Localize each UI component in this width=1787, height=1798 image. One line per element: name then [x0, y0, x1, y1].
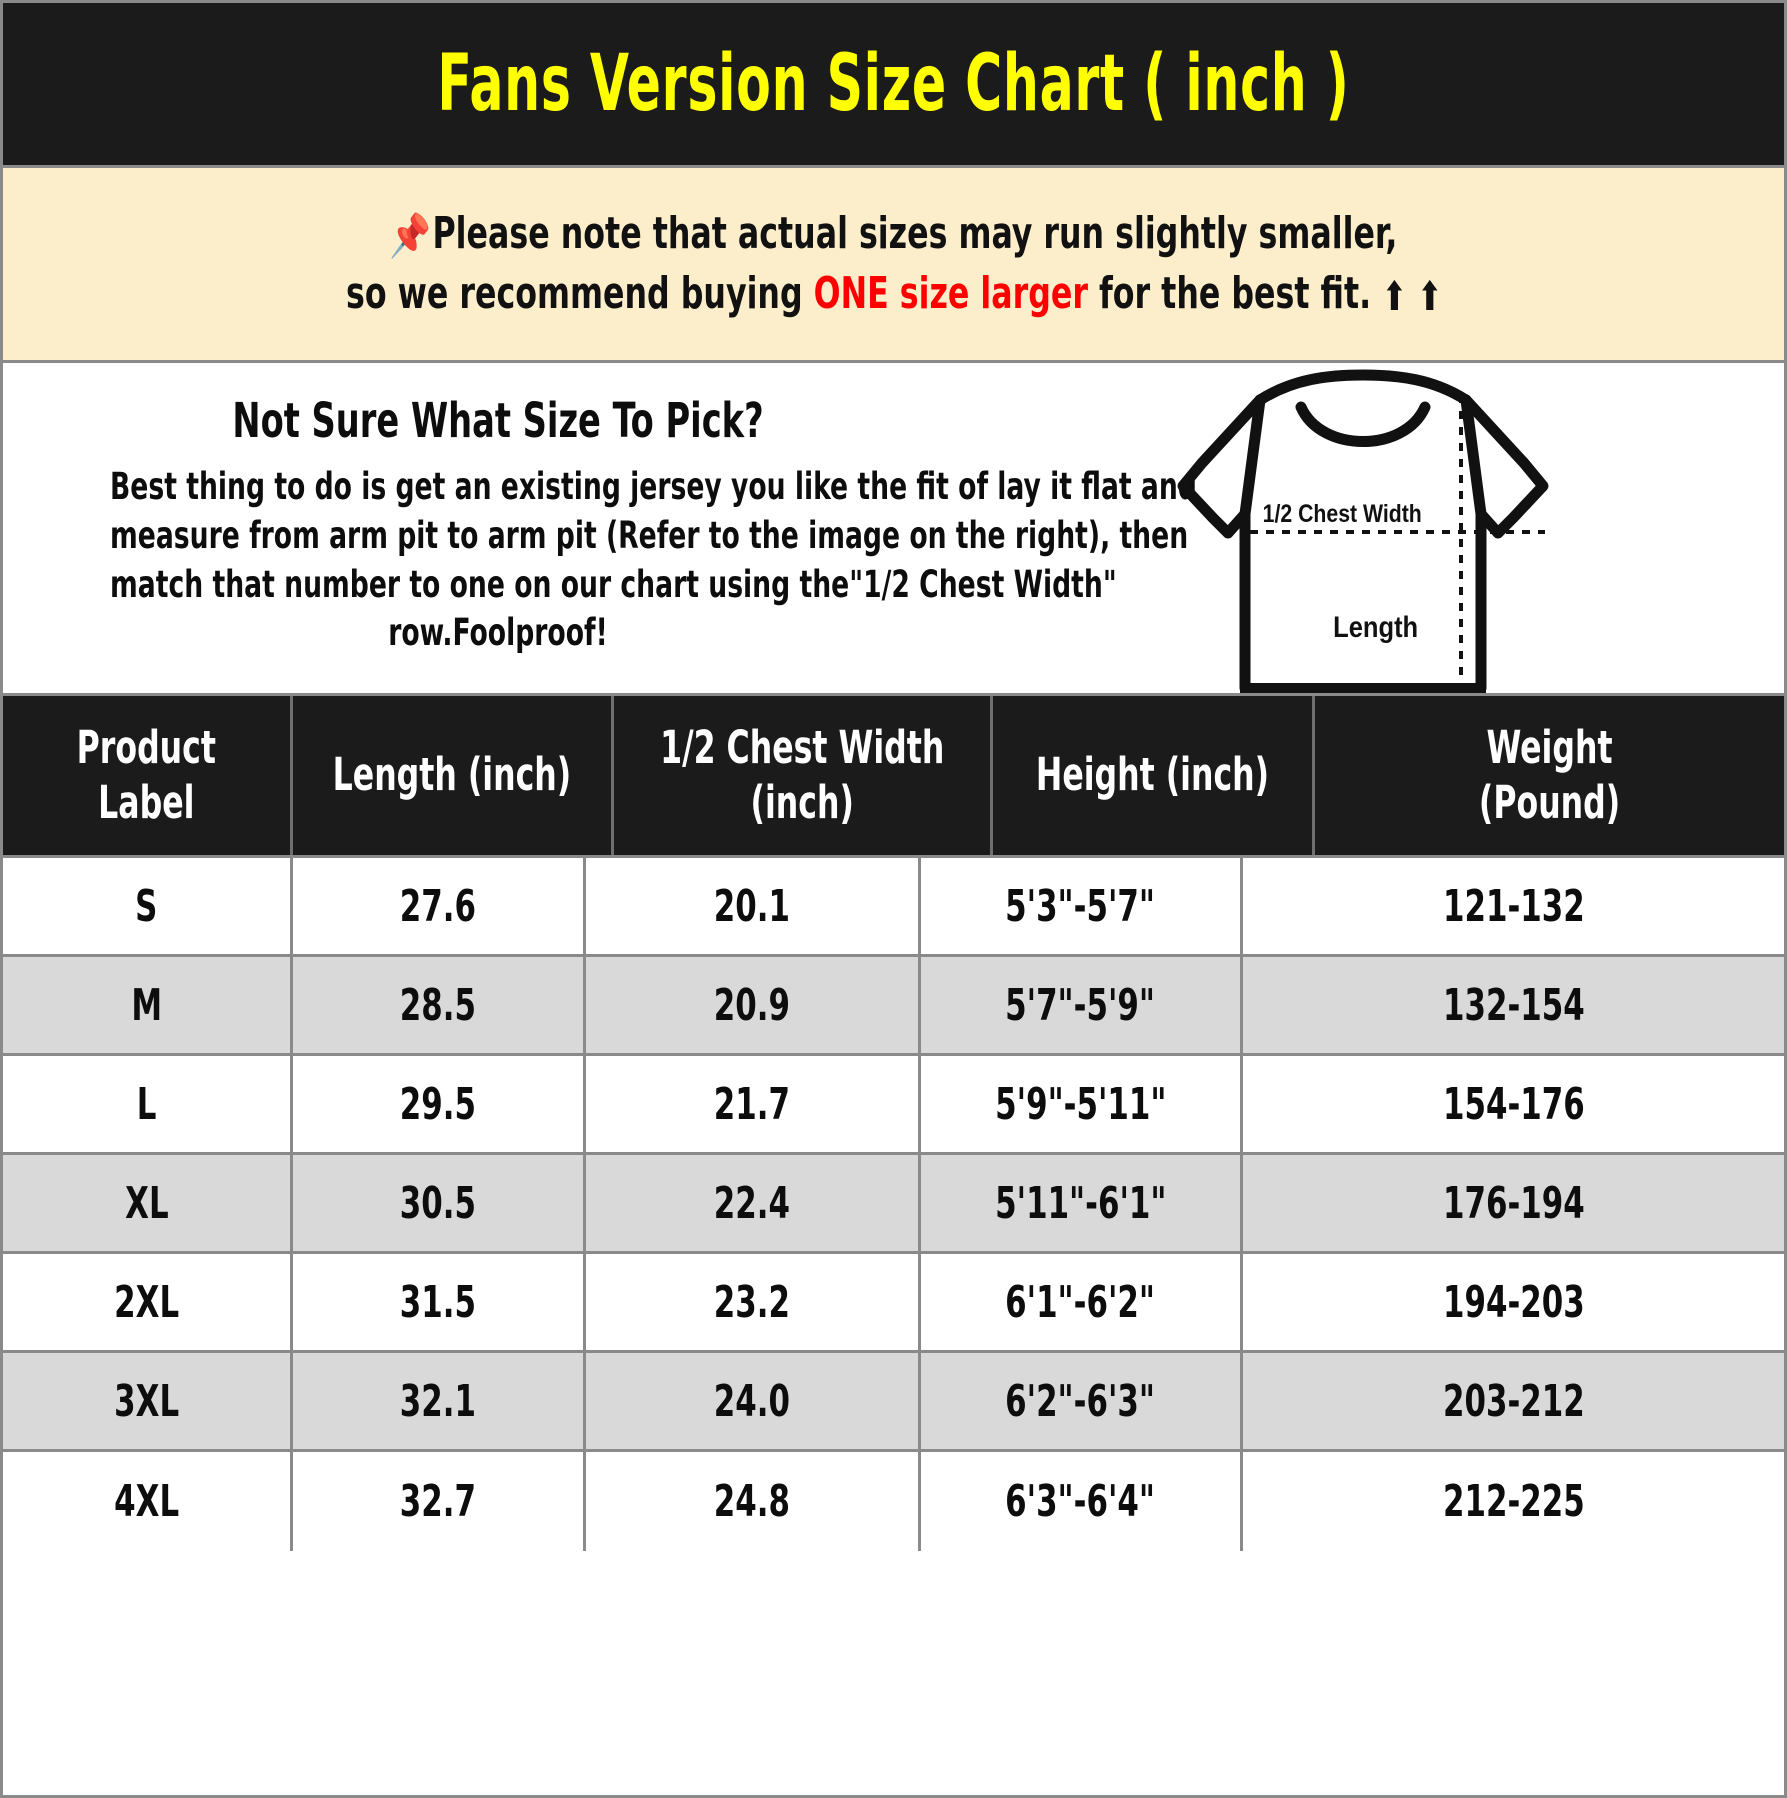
cell-weight: 132-154	[1442, 979, 1585, 1031]
advice-line-1: Best thing to do is get an existing jers…	[110, 465, 1197, 508]
cell-length: 29.5	[293, 1056, 586, 1152]
pushpin-icon: 📌	[389, 210, 432, 260]
cell-weight: 121-132	[1442, 880, 1585, 932]
table-row: 2XL 31.5 23.2 6'1"-6'2" 194-203	[3, 1254, 1784, 1353]
cell-chest: 24.0	[586, 1353, 921, 1449]
cell-height: 5'7"-5'9"	[921, 957, 1243, 1053]
advice-text-block: Not Sure What Size To Pick? Best thing t…	[3, 363, 1197, 658]
cell-weight: 154-176	[1442, 1078, 1585, 1130]
cell-length: 30.5	[293, 1155, 586, 1251]
cell-size: M	[3, 957, 293, 1053]
size-notice-banner: 📌Please note that actual sizes may run s…	[3, 165, 1784, 363]
notice-line-1: 📌Please note that actual sizes may run s…	[389, 204, 1397, 265]
header-cell-weight: Weight (Pound)	[1315, 696, 1784, 855]
header-text: (inch)	[750, 775, 854, 829]
tshirt-measurement-diagram: 1/2 Chest Width Length	[1153, 367, 1573, 693]
chest-width-label: 1/2 Chest Width	[1263, 499, 1422, 527]
advice-heading: Not Sure What Size To Pick?	[232, 393, 764, 449]
cell-weight: 176-194	[1442, 1177, 1585, 1229]
cell-chest: 20.9	[586, 957, 921, 1053]
header-text: Product	[76, 720, 217, 774]
table-row: XL 30.5 22.4 5'11"-6'1" 176-194	[3, 1155, 1784, 1254]
advice-line-2: measure from arm pit to arm pit (Refer t…	[110, 513, 1189, 557]
header-cell-height: Height (inch)	[993, 696, 1316, 855]
table-row: M 28.5 20.9 5'7"-5'9" 132-154	[3, 957, 1784, 1056]
measuring-advice-section: Not Sure What Size To Pick? Best thing t…	[3, 363, 1784, 696]
cell-height: 6'1"-6'2"	[921, 1254, 1243, 1350]
notice-line-2-suffix: for the best fit.	[1087, 268, 1371, 320]
notice-emphasis: ONE size larger	[813, 268, 1088, 320]
cell-weight: 212-225	[1442, 1476, 1585, 1527]
header-text: (Pound)	[1479, 775, 1621, 829]
cell-chest: 24.8	[586, 1452, 921, 1551]
cell-height: 6'2"-6'3"	[921, 1353, 1243, 1449]
chart-title-bar: Fans Version Size Chart ( inch )	[3, 3, 1784, 165]
cell-size: 2XL	[3, 1254, 293, 1350]
notice-line-1-text: Please note that actual sizes may run sl…	[432, 207, 1398, 259]
table-header-row: Product Label Length (inch) 1/2 Chest Wi…	[3, 696, 1784, 858]
cell-length: 32.1	[293, 1353, 586, 1449]
arrow-up-icon-2: ⬆	[1417, 274, 1442, 321]
advice-body: Best thing to do is get an existing jers…	[110, 463, 1197, 658]
cell-length: 31.5	[293, 1254, 586, 1350]
cell-chest: 23.2	[586, 1254, 921, 1350]
cell-weight: 194-203	[1442, 1276, 1585, 1328]
arrow-up-icon-1: ⬆	[1381, 274, 1407, 321]
length-label: Length	[1333, 610, 1418, 643]
header-text: 1/2 Chest Width	[659, 720, 945, 774]
notice-line-2-prefix: so we recommend buying	[345, 268, 814, 320]
header-text: Label	[98, 775, 195, 829]
cell-height: 5'9"-5'11"	[921, 1056, 1243, 1152]
cell-chest: 22.4	[586, 1155, 921, 1251]
header-cell-length: Length (inch)	[293, 696, 614, 855]
cell-size: S	[3, 858, 293, 954]
size-table: Product Label Length (inch) 1/2 Chest Wi…	[3, 696, 1784, 1795]
advice-line-3: match that number to one on our chart us…	[110, 562, 1117, 606]
header-cell-chest-width: 1/2 Chest Width (inch)	[614, 696, 994, 855]
table-row: 4XL 32.7 24.8 6'3"-6'4" 212-225	[3, 1452, 1784, 1551]
table-row: L 29.5 21.7 5'9"-5'11" 154-176	[3, 1056, 1784, 1155]
cell-length: 28.5	[293, 957, 586, 1053]
notice-line-2: so we recommend buying ONE size larger f…	[346, 264, 1442, 324]
header-text: Weight	[1486, 720, 1613, 774]
header-text: Height (inch)	[1036, 748, 1270, 802]
cell-length: 32.7	[293, 1452, 586, 1551]
table-row: S 27.6 20.1 5'3"-5'7" 121-132	[3, 858, 1784, 957]
cell-height: 6'3"-6'4"	[921, 1452, 1243, 1551]
advice-line-4: row.Foolproof!	[388, 611, 608, 655]
cell-size: XL	[3, 1155, 293, 1251]
cell-weight: 203-212	[1442, 1375, 1585, 1427]
page-title: Fans Version Size Chart ( inch )	[437, 39, 1350, 129]
cell-chest: 20.1	[586, 858, 921, 954]
cell-size: L	[3, 1056, 293, 1152]
cell-length: 27.6	[293, 858, 586, 954]
cell-height: 5'11"-6'1"	[921, 1155, 1243, 1251]
header-cell-product-label: Product Label	[3, 696, 293, 855]
cell-height: 5'3"-5'7"	[921, 858, 1243, 954]
cell-chest: 21.7	[586, 1056, 921, 1152]
cell-size: 3XL	[3, 1353, 293, 1449]
table-row: 3XL 32.1 24.0 6'2"-6'3" 203-212	[3, 1353, 1784, 1452]
header-text: Length (inch)	[332, 748, 572, 802]
cell-size: 4XL	[3, 1452, 293, 1551]
